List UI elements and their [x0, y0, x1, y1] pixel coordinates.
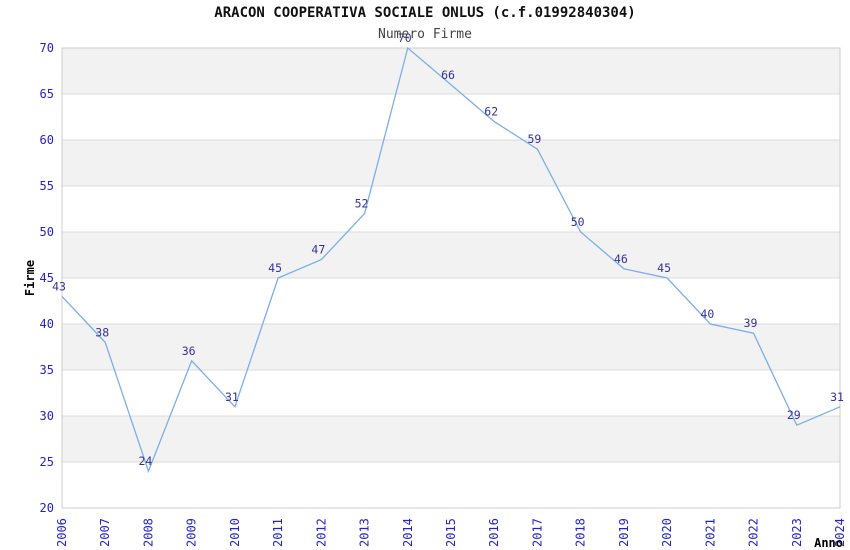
- x-tick-label: 2017: [530, 518, 544, 547]
- y-tick-label: 40: [40, 317, 54, 331]
- point-label: 29: [787, 408, 801, 422]
- point-label: 46: [614, 252, 628, 266]
- x-tick-label: 2009: [185, 518, 199, 547]
- y-axis-title: Firme: [23, 260, 37, 296]
- y-tick-label: 65: [40, 87, 54, 101]
- point-label: 39: [744, 316, 758, 330]
- x-tick-label: 2014: [401, 518, 415, 547]
- y-tick-label: 20: [40, 501, 54, 515]
- x-tick-label: 2020: [660, 518, 674, 547]
- x-tick-label: 2024: [833, 518, 847, 547]
- y-tick-label: 25: [40, 455, 54, 469]
- x-tick-label: 2007: [98, 518, 112, 547]
- y-tick-label: 55: [40, 179, 54, 193]
- plot-band: [62, 232, 840, 278]
- x-tick-label: 2016: [487, 518, 501, 547]
- plot-band: [62, 324, 840, 370]
- x-tick-label: 2010: [228, 518, 242, 547]
- y-tick-label: 35: [40, 363, 54, 377]
- point-label: 40: [700, 307, 714, 321]
- chart-subtitle: Numero Firme: [378, 27, 472, 42]
- plot-band: [62, 48, 840, 94]
- x-tick-label: 2013: [358, 518, 372, 547]
- point-label: 36: [182, 344, 196, 358]
- plot-border: [61, 47, 841, 509]
- x-tick-label: 2023: [790, 518, 804, 547]
- y-tick-label: 45: [40, 271, 54, 285]
- series-line: [61, 46, 841, 474]
- x-tick-label: 2022: [747, 518, 761, 547]
- x-tick-label: 2008: [141, 518, 155, 547]
- y-tick-label: 70: [40, 41, 54, 55]
- chart-title: ARACON COOPERATIVA SOCIALE ONLUS (c.f.01…: [214, 5, 636, 21]
- point-label: 62: [484, 105, 498, 119]
- point-label: 38: [95, 325, 109, 339]
- x-tick-label: 2019: [617, 518, 631, 547]
- y-tick-label: 30: [40, 409, 54, 423]
- point-label: 45: [268, 261, 282, 275]
- point-label: 31: [830, 390, 844, 404]
- point-label: 43: [52, 279, 66, 293]
- x-tick-label: 2011: [271, 518, 285, 547]
- plot-band: [62, 140, 840, 186]
- point-label: 70: [398, 31, 412, 45]
- y-tick-label: 60: [40, 133, 54, 147]
- x-tick-label: 2021: [703, 518, 717, 547]
- x-tick-label: 2012: [314, 518, 328, 547]
- point-label: 31: [225, 390, 239, 404]
- point-label: 66: [441, 68, 455, 82]
- y-tick-label: 50: [40, 225, 54, 239]
- plot-band: [62, 416, 840, 462]
- point-label: 52: [355, 197, 369, 211]
- x-tick-label: 2018: [574, 518, 588, 547]
- point-label: 47: [311, 243, 325, 257]
- point-label: 45: [657, 261, 671, 275]
- x-tick-label: 2006: [55, 518, 69, 547]
- point-label: 59: [528, 132, 542, 146]
- x-axis-title: Anno: [814, 536, 843, 550]
- point-label: 24: [139, 454, 153, 468]
- point-label: 50: [571, 215, 585, 229]
- x-tick-label: 2015: [444, 518, 458, 547]
